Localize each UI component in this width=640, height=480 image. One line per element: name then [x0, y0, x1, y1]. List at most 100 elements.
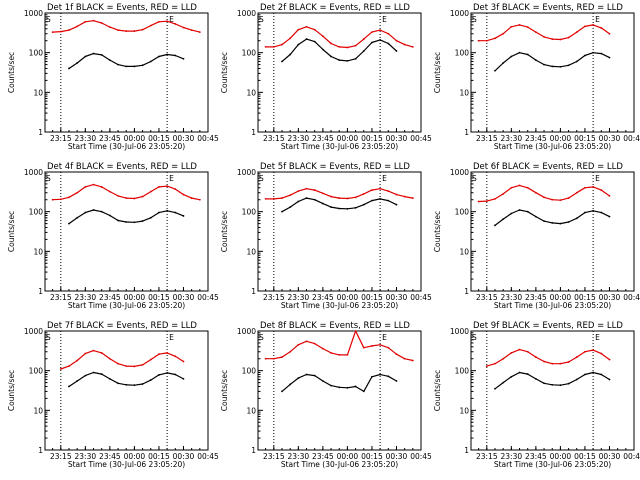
x-tick-label: 23:15: [50, 452, 72, 461]
events-point: [141, 64, 144, 67]
lld-point: [403, 357, 406, 360]
x-tick-label: 00:00: [124, 134, 146, 143]
lld-point: [518, 348, 521, 351]
events-point: [100, 373, 103, 375]
events-point: [567, 221, 570, 223]
y-tick-label: 100: [242, 367, 257, 376]
lld-point: [305, 187, 308, 190]
lld-point: [59, 198, 62, 201]
events-point: [174, 54, 177, 57]
events-point: [321, 380, 324, 382]
y-tick-label: 10: [459, 247, 469, 256]
events-series-line: [281, 373, 397, 392]
lld-point: [84, 20, 87, 23]
end-marker-label: E: [169, 333, 174, 342]
lld-point: [354, 330, 357, 332]
panel-title: Det 5f BLACK = Events, RED = LLD: [260, 162, 410, 172]
start-marker-label: S: [472, 15, 477, 24]
lld-point: [149, 24, 152, 27]
events-point: [305, 373, 308, 376]
x-tick-label: 00:30: [599, 134, 621, 143]
events-point: [502, 62, 505, 64]
lld-point: [600, 352, 603, 355]
events-point: [551, 65, 554, 68]
lld-point: [313, 342, 316, 345]
lld-point: [354, 44, 357, 47]
lld-point: [68, 365, 70, 368]
lld-point: [141, 28, 144, 31]
events-point: [313, 374, 316, 377]
lld-point: [559, 362, 562, 365]
x-tick-label: 23:15: [476, 452, 498, 461]
lld-point: [559, 38, 562, 41]
x-tick-label: 23:45: [99, 452, 121, 461]
lld-point: [534, 31, 537, 33]
events-point: [289, 53, 292, 56]
events-point: [182, 378, 185, 380]
events-series-line: [281, 197, 397, 213]
x-tick-label: 00:00: [337, 452, 359, 461]
events-point: [395, 203, 398, 206]
lld-point: [182, 26, 185, 29]
lld-point: [190, 29, 193, 32]
events-point: [600, 373, 603, 376]
x-tick-label: 23:30: [75, 134, 97, 143]
lld-point: [534, 191, 537, 194]
events-point: [559, 384, 562, 387]
events-point: [117, 219, 119, 222]
lld-point: [608, 32, 611, 35]
events-point: [133, 384, 136, 387]
events-point: [592, 51, 595, 54]
events-point: [133, 65, 136, 68]
lld-series-line: [478, 24, 610, 42]
lld-point: [346, 197, 349, 200]
lld-point: [68, 29, 70, 32]
plot-frame: [257, 12, 422, 133]
events-point: [559, 222, 562, 225]
events-point: [92, 209, 95, 211]
events-point: [182, 215, 185, 217]
y-tick-label: 1: [38, 287, 43, 296]
x-tick-label: 00:30: [386, 452, 408, 461]
x-tick-label: 00:45: [623, 293, 640, 302]
events-point: [526, 53, 529, 56]
lld-point: [494, 197, 496, 200]
lld-point: [272, 357, 275, 360]
x-tick-label: 23:30: [75, 293, 97, 302]
lld-point: [190, 197, 193, 199]
y-tick-label: 100: [455, 208, 470, 217]
x-axis-label: Start Time (30-Jul-06 23:05:20): [494, 142, 611, 151]
x-axis-label: Start Time (30-Jul-06 23:05:20): [68, 142, 185, 151]
lld-point: [264, 357, 267, 360]
x-tick-label: 00:45: [410, 452, 432, 461]
lld-point: [51, 198, 54, 201]
lld-point: [526, 26, 529, 29]
x-tick-label: 00:30: [386, 134, 408, 143]
x-tick-label: 23:15: [476, 134, 498, 143]
lld-point: [158, 186, 160, 188]
lld-point: [403, 195, 406, 198]
events-point: [149, 216, 152, 219]
y-tick-label: 100: [455, 367, 470, 376]
events-point: [281, 210, 283, 213]
y-axis-label: Counts/sec: [7, 211, 16, 252]
lld-point: [600, 27, 603, 29]
lld-point: [125, 365, 128, 368]
lld-point: [354, 196, 357, 199]
events-point: [76, 62, 79, 64]
x-tick-label: 00:15: [148, 293, 170, 302]
y-tick-label: 1: [38, 446, 43, 455]
events-point: [494, 69, 496, 72]
y-tick-label: 100: [242, 49, 257, 58]
lld-point: [133, 30, 136, 32]
events-point: [330, 384, 332, 387]
x-axis-label: Start Time (30-Jul-06 23:05:20): [68, 301, 185, 310]
events-point: [166, 371, 169, 374]
lld-point: [330, 195, 332, 198]
y-tick-label: 10: [459, 406, 469, 415]
panel-title: Det 9f BLACK = Events, RED = LLD: [473, 321, 623, 331]
lld-point: [510, 352, 513, 354]
lld-point: [289, 37, 292, 40]
lld-point: [281, 43, 283, 46]
